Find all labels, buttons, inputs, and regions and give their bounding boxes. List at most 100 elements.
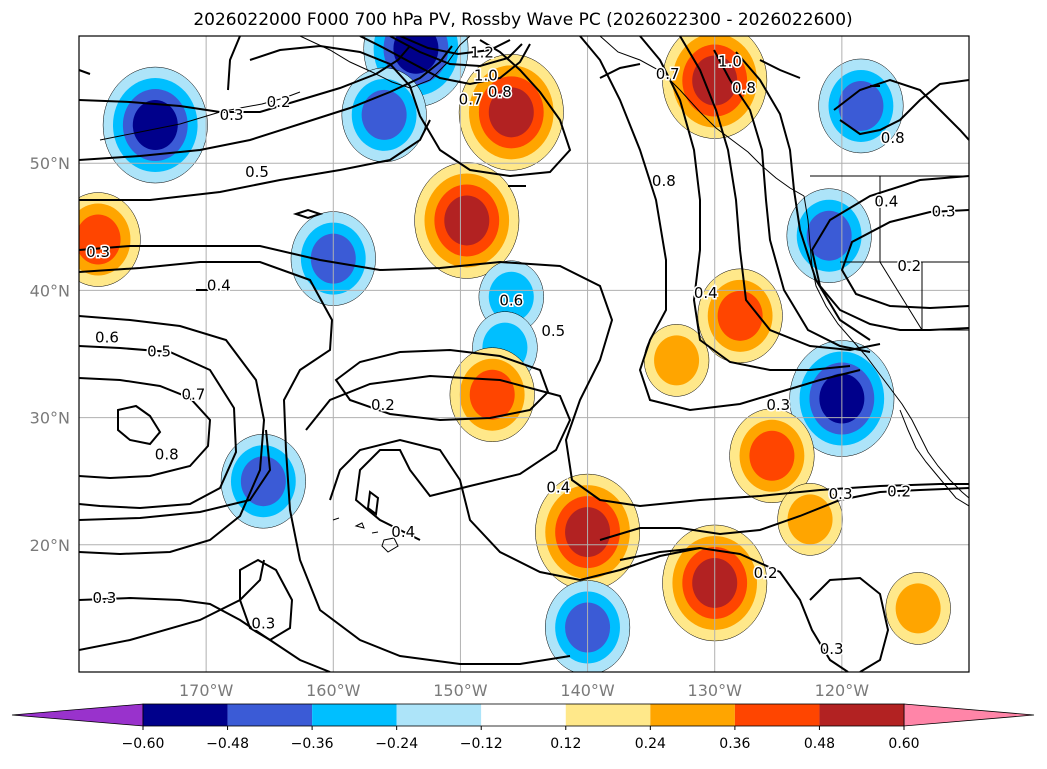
colorbar-segment: [312, 704, 397, 726]
colorbar-tick-label: −0.36: [291, 736, 334, 752]
pv-contour-label: 0.5: [245, 163, 269, 181]
pv-contour-label: 0.8: [732, 79, 756, 97]
pv-contour-label: 0.7: [459, 91, 483, 109]
colorbar-tick-label: 0.12: [550, 736, 581, 752]
anomaly-level-0.36: [361, 89, 407, 140]
pv-contour-label: 0.2: [267, 93, 291, 111]
colorbar: −0.60 −0.48 −0.36 −0.24 −0.12 0.12 0.24 0.36 0.4…: [11, 703, 1035, 752]
colorbar-segment: [650, 704, 735, 726]
lon-tick-label: 170°W: [179, 681, 234, 700]
anomaly-level-0.24: [488, 271, 534, 322]
anomaly-negative-8: [478, 260, 544, 334]
colorbar-tick-label: −0.60: [122, 736, 165, 752]
anomaly-level-0.48: [444, 195, 490, 246]
chart-title: 2026022000 F000 700 hPa PV, Rossby Wave …: [193, 10, 852, 30]
anomaly-positive-16: [729, 408, 815, 504]
pv-contour-label: 0.3: [251, 615, 275, 633]
pv-contour-label: 0.4: [391, 523, 415, 541]
anomaly-level-0.48: [132, 100, 178, 151]
pv-contour-label: 0.3: [86, 243, 110, 261]
panhandle-coastline: [599, 36, 805, 197]
pv-contour-label: 0.2: [887, 482, 911, 500]
anomaly-level-0.24: [654, 335, 700, 386]
lat-tick-label: 40°N: [30, 281, 70, 300]
pv-contour-label: 0.5: [541, 322, 565, 340]
pv-contour-label: 0.3: [829, 485, 853, 503]
pv-contour-label: 0.5: [147, 342, 171, 360]
anomaly-level-0.36: [717, 290, 763, 341]
pv-contour-label: 0.3: [220, 106, 244, 124]
colorbar-segment: [143, 704, 228, 726]
colorbar-tick-label: −0.24: [375, 736, 418, 752]
anomaly-positive-6: [79, 192, 141, 287]
pv-contour-label: 0.4: [546, 479, 570, 497]
pv-contour-label: 0.4: [694, 284, 718, 302]
lat-tick-label: 30°N: [30, 409, 70, 428]
pv-contour-label: 0.4: [207, 276, 231, 294]
state-borders: [840, 176, 969, 331]
pv-contour-label: 0.2: [754, 564, 778, 582]
pv-contour-label: 1.0: [474, 66, 498, 84]
colorbar-tick-label: −0.12: [460, 736, 503, 752]
pv-contour-label: 0.3: [766, 396, 790, 414]
pv-contour-label: 0.3: [92, 589, 116, 607]
anomaly-level-0.48: [488, 87, 534, 138]
colorbar-tick-label: 0.36: [719, 736, 750, 752]
colorbar-tick-label: −0.48: [206, 736, 249, 752]
pv-contour-label: 0.2: [897, 257, 921, 275]
anomaly-negative-2: [102, 66, 208, 184]
anomaly-level-0.36: [749, 430, 795, 481]
anomaly-positive-5: [414, 162, 520, 279]
lon-tick-label: 160°W: [306, 681, 361, 700]
colorbar-segment: [481, 704, 566, 726]
colorbar-extend-max: [903, 703, 1035, 727]
anomaly-level-0.36: [806, 210, 852, 261]
anomaly-positive-3: [458, 54, 564, 171]
colorbar-extend-min: [11, 703, 144, 727]
pv-contour-label: 1.0: [718, 52, 742, 70]
lon-tick-label: 130°W: [688, 681, 743, 700]
anomaly-level-0.36: [838, 80, 884, 131]
map-frame: [78, 35, 970, 673]
anomaly-level-0.48: [393, 36, 439, 74]
pv-contour-label: 0.8: [155, 445, 179, 463]
graticule: [79, 36, 969, 672]
pv-contour-labels: 1.21.00.80.70.30.20.50.71.00.80.80.80.40…: [85, 42, 957, 660]
anomaly-positive-12: [697, 268, 783, 364]
pv-contour-label: 0.8: [488, 83, 512, 101]
pv-contour-label: 0.7: [181, 386, 205, 404]
colorbar-segment: [819, 704, 904, 726]
lon-tick-label: 150°W: [433, 681, 488, 700]
lon-tick-label: 140°W: [560, 681, 615, 700]
longitude-axis: 170°W 160°W 150°W 140°W 130°W 120°W: [179, 681, 869, 700]
latitude-axis: 20°N 30°N 40°N 50°N: [30, 154, 70, 555]
anomaly-positive-22: [885, 572, 951, 645]
anomaly-level-0.24: [787, 494, 833, 545]
anomaly-level-0.36: [469, 369, 515, 420]
lat-tick-label: 50°N: [30, 154, 70, 173]
lat-tick-label: 20°N: [30, 536, 70, 555]
pv-contour-label: 0.6: [499, 292, 523, 310]
colorbar-tick-label: 0.48: [804, 736, 835, 752]
pv-contour-label: 0.2: [371, 396, 395, 414]
pv-contour-label: 0.8: [881, 129, 905, 147]
hawaii-islands: [332, 517, 399, 553]
pv-contour-label: 1.2: [470, 44, 494, 62]
pv-contour-label: 0.6: [95, 328, 119, 346]
pv-contour-label: 0.7: [656, 65, 680, 83]
pv-contour-label: 0.3: [820, 640, 844, 658]
pv-contour-label: 0.3: [932, 203, 956, 221]
anomaly-negative-1: [341, 67, 427, 163]
colorbar-segment: [565, 704, 651, 726]
anomaly-level-0.24: [895, 583, 941, 634]
colorbar-segment: [734, 704, 820, 726]
colorbar-segment: [227, 704, 313, 726]
colorbar-frame: [142, 703, 905, 727]
map-area: 1.21.00.80.70.30.20.50.71.00.80.80.80.40…: [78, 35, 970, 673]
anomaly-level-0.36: [79, 214, 121, 265]
colorbar-tick-label: 0.24: [635, 736, 666, 752]
pv-contour-label: 0.4: [874, 192, 898, 210]
pv-contour-layer: [79, 36, 969, 672]
